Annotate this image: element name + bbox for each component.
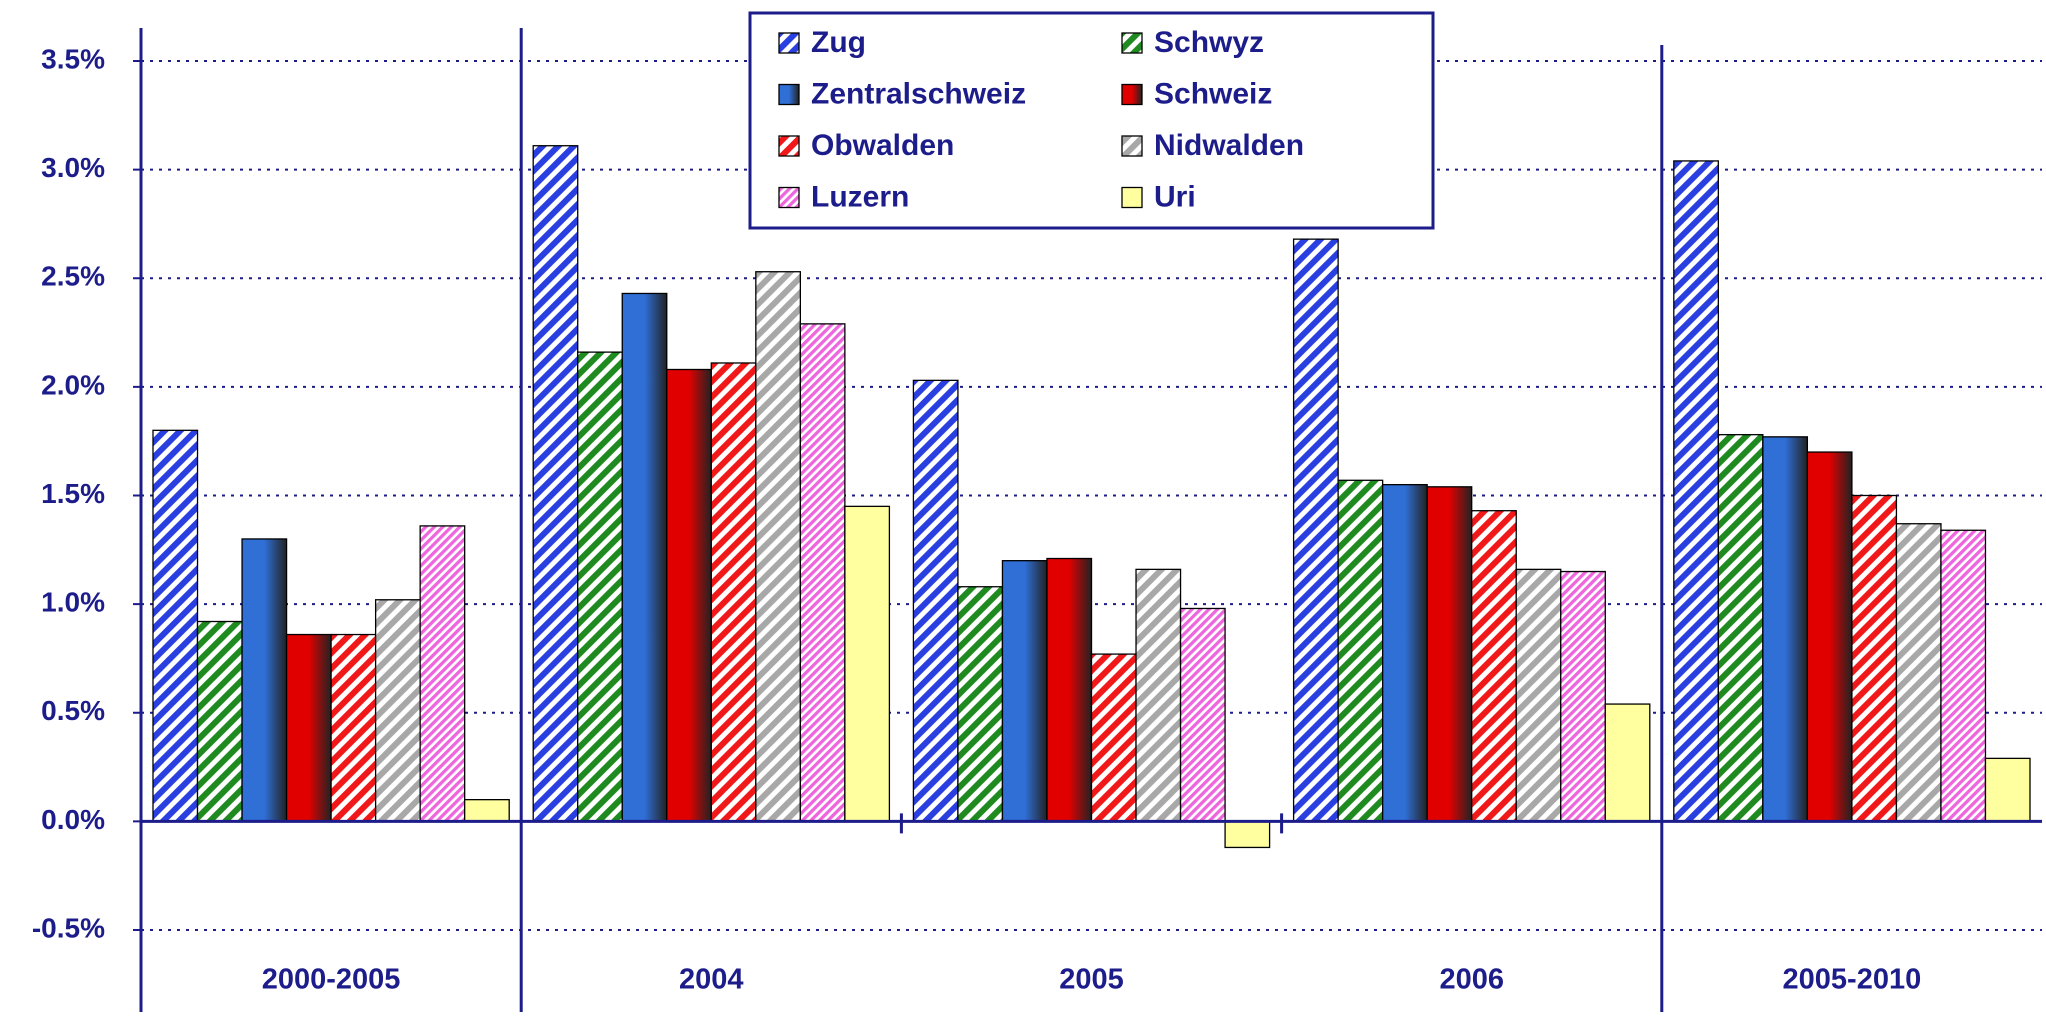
bar [755, 271, 802, 823]
x-tick-label: 2005 [1059, 964, 1124, 996]
legend-label: Schwyz [1154, 26, 1264, 59]
legend-label: Nidwalden [1154, 129, 1304, 162]
bar [621, 292, 668, 823]
bar [1940, 529, 1987, 823]
y-tick-label: 0.5% [41, 695, 105, 726]
bar [1560, 570, 1606, 823]
bar [912, 379, 959, 823]
legend-swatch [778, 186, 800, 209]
bar [374, 599, 421, 823]
bar [1382, 483, 1428, 823]
legend-label: Zentralschweiz [811, 77, 1026, 110]
y-tick-label: 3.5% [41, 43, 105, 74]
x-tick-label: 2006 [1439, 964, 1504, 996]
bar [152, 429, 199, 823]
bar [196, 620, 243, 823]
y-tick-label: 1.5% [41, 478, 105, 509]
bar [1604, 703, 1651, 823]
bar [1762, 436, 1809, 823]
y-tick-label: 0.0% [41, 804, 105, 835]
bar [1135, 568, 1182, 823]
bar [1471, 510, 1517, 823]
x-tick-label: 2004 [679, 964, 744, 996]
bar [1001, 560, 1048, 823]
bar [666, 368, 712, 823]
bar [1717, 434, 1764, 823]
legend-label: Uri [1154, 180, 1196, 213]
bar [419, 525, 466, 823]
legend-box [748, 11, 1435, 230]
bar [1179, 607, 1226, 823]
bar [1851, 494, 1898, 823]
y-tick-label: 2.5% [41, 261, 105, 292]
legend-label: Zug [811, 26, 866, 59]
legend-label: Luzern [811, 180, 909, 213]
bar [330, 633, 377, 823]
bar [285, 633, 332, 823]
y-tick-label: 2.0% [41, 369, 105, 400]
bar [1090, 653, 1137, 823]
bar [1984, 757, 2031, 823]
bar [1224, 820, 1271, 849]
bar [1806, 451, 1853, 823]
bar [1046, 557, 1093, 823]
bar [844, 505, 891, 823]
x-tick-label: 2005-2010 [1783, 964, 1922, 996]
bar [710, 362, 757, 823]
legend-label: Schweiz [1154, 77, 1272, 110]
bar [532, 145, 579, 823]
bar [1515, 568, 1562, 823]
legend-swatch [1121, 135, 1143, 157]
bar [1895, 523, 1942, 823]
bar [1292, 238, 1339, 823]
bar [241, 538, 288, 823]
legend-swatch [1121, 83, 1143, 106]
legend-swatch [778, 32, 800, 54]
legend-swatch [778, 83, 800, 106]
bar [577, 351, 623, 823]
bar [957, 586, 1004, 823]
legend-swatch [1121, 32, 1143, 54]
legend-swatch [778, 135, 800, 157]
y-tick-label: 1.0% [41, 587, 105, 618]
bar [1337, 479, 1384, 823]
bar [799, 323, 846, 823]
y-tick-label: 3.0% [41, 152, 105, 183]
x-tick-label: 2000-2005 [262, 964, 401, 996]
legend-label: Obwalden [811, 129, 954, 162]
legend-swatch [1121, 186, 1143, 209]
y-tick-label: -0.5% [32, 912, 105, 943]
bar [1673, 160, 1719, 823]
bar [1426, 486, 1473, 823]
bar [464, 799, 510, 823]
